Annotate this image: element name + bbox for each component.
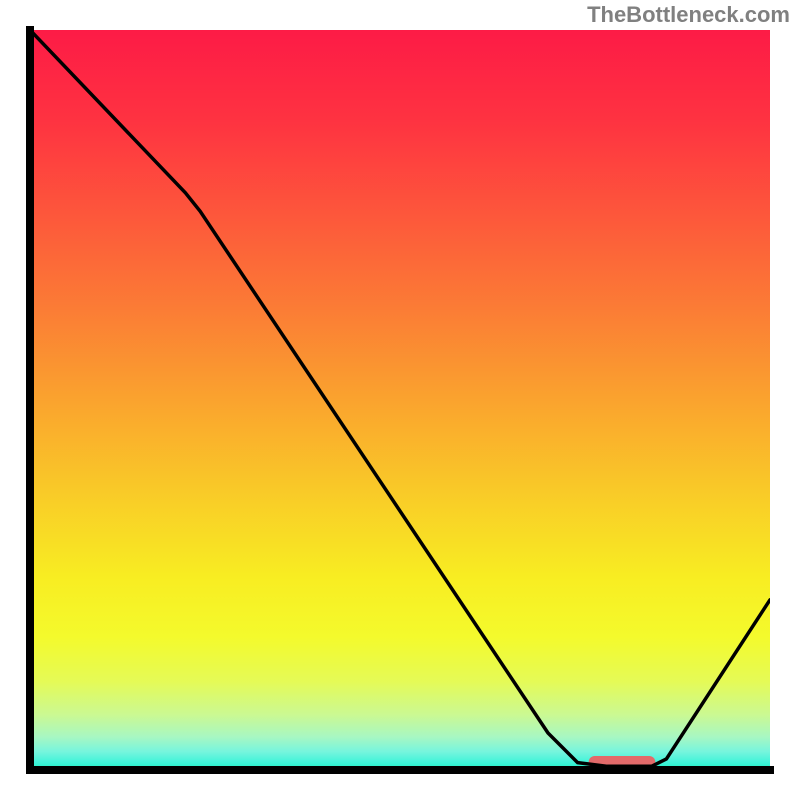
bottleneck-chart [0, 0, 800, 800]
attribution-text: TheBottleneck.com [587, 2, 790, 28]
plot-background [30, 30, 770, 770]
chart-frame: TheBottleneck.com [0, 0, 800, 800]
